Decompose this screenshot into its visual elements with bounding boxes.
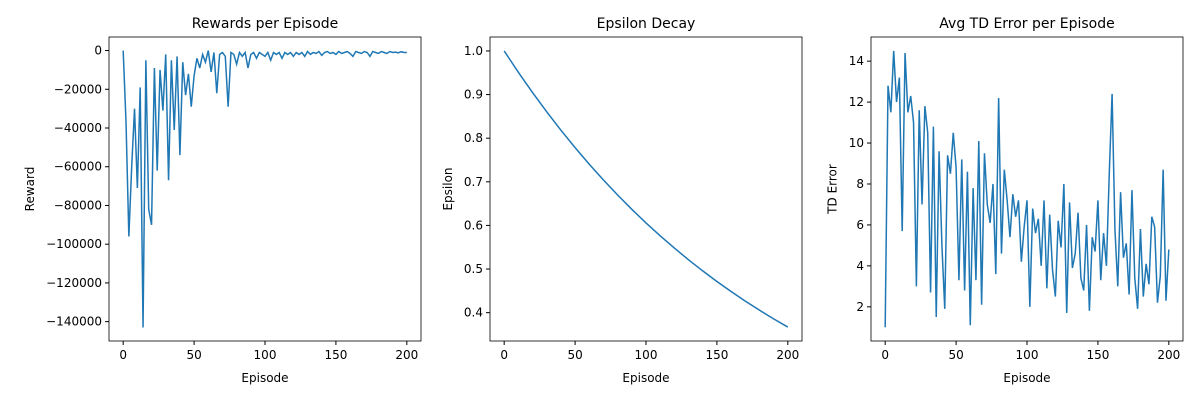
y-tick-label: 6 (856, 218, 864, 232)
x-tick-label: 150 (705, 348, 728, 362)
axes-frame (108, 36, 422, 342)
y-tick-label: −80000 (54, 198, 102, 212)
x-tick-label: 50 (186, 348, 201, 362)
y-tick-label: 14 (849, 54, 864, 68)
y-axis-label: TD Error (826, 164, 840, 215)
y-tick-label: 0.5 (464, 262, 483, 276)
x-tick-label: 100 (1016, 348, 1039, 362)
x-tick-label: 150 (1086, 348, 1109, 362)
chart-panel: Rewards per Episode Episode Reward 0 50 100 15… (23, 16, 422, 385)
y-tick-label: 2 (856, 300, 864, 314)
x-tick-label: 100 (254, 348, 277, 362)
x-tick-label: 50 (948, 348, 963, 362)
y-tick-label: 0.6 (464, 218, 483, 232)
y-tick-label: 0 (94, 44, 102, 58)
y-tick-label: 0.4 (464, 306, 483, 320)
x-tick-label: 200 (395, 348, 418, 362)
chart-title: Epsilon Decay (597, 16, 696, 32)
data-line (122, 50, 407, 328)
y-tick-label: 0.9 (464, 88, 483, 102)
y-tick-label: 0.8 (464, 131, 483, 145)
x-axis-label: Episode (1003, 371, 1050, 385)
y-tick-label: −140000 (46, 315, 102, 329)
y-tick-label: 10 (849, 136, 864, 150)
x-tick-label: 0 (119, 348, 127, 362)
chart-panel: Epsilon Decay Episode Epsilon 0 50 100 150 200 0… (441, 16, 803, 385)
y-axis-label: Reward (23, 167, 37, 212)
data-line (884, 50, 1170, 328)
y-tick-label: 4 (856, 259, 864, 273)
x-tick-label: 200 (776, 348, 799, 362)
data-line (503, 50, 789, 328)
x-tick-label: 0 (881, 348, 889, 362)
x-tick-label: 0 (500, 348, 508, 362)
y-tick-label: −20000 (54, 82, 102, 96)
y-tick-label: −60000 (54, 160, 102, 174)
x-axis-label: Episode (241, 371, 288, 385)
axes-frame (489, 36, 803, 342)
x-tick-label: 150 (324, 348, 347, 362)
y-tick-label: −100000 (46, 237, 102, 251)
y-tick-label: 8 (856, 177, 864, 191)
chart-title: Avg TD Error per Episode (939, 16, 1114, 32)
x-axis-label: Episode (622, 371, 669, 385)
y-tick-label: −40000 (54, 121, 102, 135)
y-tick-label: 12 (849, 95, 864, 109)
y-tick-label: 1.0 (464, 44, 483, 58)
x-tick-label: 100 (635, 348, 658, 362)
chart-panel: Avg TD Error per Episode Episode TD Error 0… (826, 16, 1184, 385)
x-tick-label: 50 (567, 348, 582, 362)
chart-title: Rewards per Episode (192, 16, 339, 32)
x-tick-label: 200 (1157, 348, 1180, 362)
y-tick-label: 0.7 (464, 175, 483, 189)
axes-frame (870, 36, 1184, 342)
y-tick-label: −120000 (46, 276, 102, 290)
y-axis-label: Epsilon (441, 167, 455, 210)
